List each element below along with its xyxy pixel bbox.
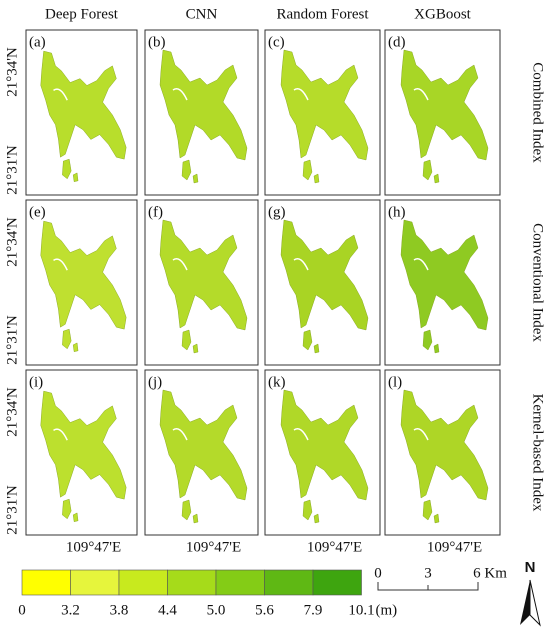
legend-swatch bbox=[118, 569, 168, 596]
longitude-label: 109°47'E bbox=[186, 539, 241, 555]
panel-letter: (a) bbox=[29, 34, 46, 50]
panel-letter: (f) bbox=[148, 204, 163, 220]
map-panel: (j) bbox=[144, 369, 259, 536]
legend-swatch bbox=[70, 569, 120, 596]
legend-tick-label: 3.8 bbox=[110, 602, 129, 618]
panel-letter: (k) bbox=[268, 374, 286, 390]
legend-tick-label: 0 bbox=[18, 602, 26, 618]
column-title: XGBoost bbox=[414, 6, 472, 22]
panel-letter: (l) bbox=[388, 374, 402, 390]
map-panel: (a) bbox=[25, 29, 138, 196]
latitude-label: 21°31'N bbox=[4, 315, 20, 365]
legend-tick-label: 5.0 bbox=[207, 602, 226, 618]
scale-bar-label: 6 Km bbox=[473, 565, 507, 581]
longitude-label: 109°47'E bbox=[66, 539, 121, 555]
panel-letter: (e) bbox=[29, 204, 46, 220]
panel-letter: (h) bbox=[388, 204, 406, 220]
legend-tick-label: 3.2 bbox=[61, 602, 80, 618]
map-panel: (g) bbox=[264, 199, 381, 366]
legend-tick-label: 4.4 bbox=[158, 602, 177, 618]
legend-swatch bbox=[215, 569, 265, 596]
panel-letter: (g) bbox=[268, 204, 286, 220]
panel-letter: (c) bbox=[268, 34, 285, 50]
column-title: CNN bbox=[186, 6, 218, 22]
legend-unit: (m) bbox=[376, 602, 398, 618]
scale-bar-label: 3 bbox=[424, 565, 432, 581]
legend-swatch bbox=[264, 569, 314, 596]
map-panel: (i) bbox=[25, 369, 138, 536]
latitude-label: 21°31'N bbox=[4, 485, 20, 535]
legend-tick-label: 7.9 bbox=[304, 602, 323, 618]
column-title: Deep Forest bbox=[45, 6, 119, 22]
map-panel: (f) bbox=[144, 199, 259, 366]
legend-tick-label: 5.6 bbox=[255, 602, 274, 618]
row-label: Combined Index bbox=[530, 62, 546, 163]
scale-bar-label: 0 bbox=[374, 565, 382, 581]
panel-letter: (i) bbox=[29, 374, 43, 390]
row-label: Conventional Index bbox=[530, 223, 546, 342]
panel-letter: (d) bbox=[388, 34, 406, 50]
latitude-label: 21°34'N bbox=[4, 217, 20, 267]
legend-swatch bbox=[312, 569, 362, 596]
column-title: Random Forest bbox=[276, 6, 369, 22]
longitude-label: 109°47'E bbox=[307, 539, 362, 555]
panel-letter: (b) bbox=[148, 34, 166, 50]
row-label: Kernel-based Index bbox=[530, 394, 546, 512]
map-panel: (l) bbox=[384, 369, 501, 536]
map-panel: (k) bbox=[264, 369, 381, 536]
panel-letter: (j) bbox=[148, 374, 162, 390]
scale-bar bbox=[377, 582, 479, 591]
legend-tick-label: 10.1 bbox=[348, 602, 374, 618]
north-arrow bbox=[529, 579, 541, 627]
map-panel: (c) bbox=[264, 29, 381, 196]
north-label: N bbox=[525, 559, 536, 576]
north-arrow bbox=[520, 580, 530, 625]
latitude-label: 21°34'N bbox=[4, 47, 20, 97]
map-panel: (d) bbox=[384, 29, 501, 196]
longitude-label: 109°47'E bbox=[427, 539, 482, 555]
latitude-label: 21°31'N bbox=[4, 145, 20, 195]
latitude-label: 21°34'N bbox=[4, 387, 20, 437]
legend-swatch bbox=[167, 569, 217, 596]
legend-swatch bbox=[21, 569, 71, 596]
map-panel: (e) bbox=[25, 199, 138, 366]
map-panel: (b) bbox=[144, 29, 259, 196]
map-panel: (h) bbox=[384, 199, 501, 366]
